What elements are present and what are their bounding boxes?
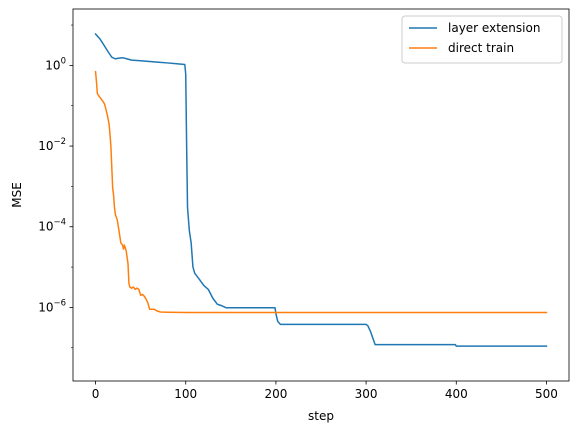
x-tick-label: 300 xyxy=(355,387,378,401)
plot-frame xyxy=(72,8,570,382)
legend: layer extension direct train xyxy=(401,15,563,64)
series-layer xyxy=(94,32,548,347)
y-tick-label: 10−4 xyxy=(38,218,66,234)
legend-label-1: direct train xyxy=(448,41,514,55)
x-tick-label: 0 xyxy=(92,387,100,401)
x-tick-label: 200 xyxy=(264,387,287,401)
y-axis: 100 10−2 10−4 10−6 xyxy=(38,24,73,349)
legend-box xyxy=(401,15,563,64)
y-axis-label: MSE xyxy=(10,182,24,208)
x-tick-label: 100 xyxy=(174,387,197,401)
y-tick-label: 10−6 xyxy=(38,298,66,314)
y-tick-label: 100 xyxy=(45,56,66,72)
x-axis: 0 100 200 300 400 500 xyxy=(92,381,558,401)
series-line-1 xyxy=(94,70,548,314)
x-tick-label: 400 xyxy=(445,387,468,401)
y-tick-label: 10−2 xyxy=(38,137,66,153)
x-tick-label: 500 xyxy=(535,387,558,401)
legend-label-0: layer extension xyxy=(448,21,540,35)
x-axis-label: step xyxy=(308,409,334,423)
series-line-0 xyxy=(94,32,548,347)
